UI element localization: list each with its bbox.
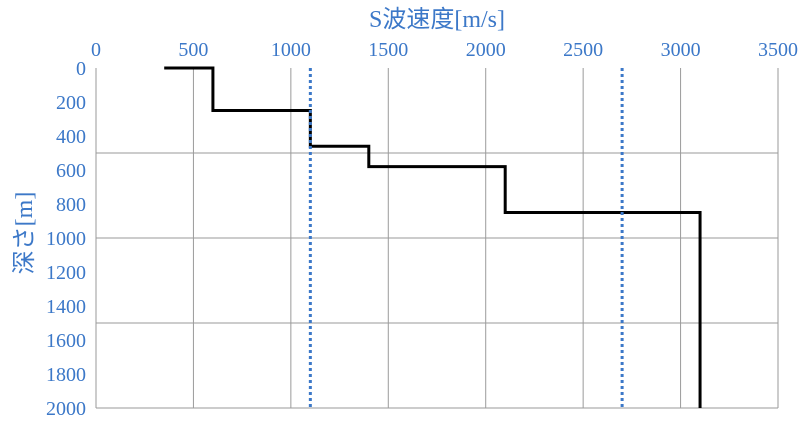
y-tick-label-9: 1800 [46, 364, 86, 386]
y-tick-labels: 0 200 400 600 800 1000 1200 1400 1600 1800 2000 [46, 58, 86, 420]
y-tick-label-4: 800 [56, 194, 86, 216]
x-tick-label-2: 1000 [271, 39, 311, 61]
y-tick-label-5: 1000 [46, 228, 86, 250]
y-tick-label-2: 400 [56, 126, 86, 148]
x-tick-label-5: 2500 [563, 39, 603, 61]
x-tick-label-3: 1500 [368, 39, 408, 61]
y-axis-title: 深さ[m] [11, 192, 38, 275]
x-tick-label-7: 3500 [758, 39, 798, 61]
y-tick-label-1: 200 [56, 92, 86, 114]
velocity-profile-line-0 [164, 66, 702, 408]
y-tick-label-6: 1200 [46, 262, 86, 284]
y-tick-label-7: 1400 [46, 296, 86, 318]
x-tick-label-1: 500 [178, 39, 208, 61]
y-tick-label-10: 2000 [46, 398, 86, 420]
x-tick-label-6: 3000 [661, 39, 701, 61]
series [164, 66, 702, 408]
x-tick-labels: 0 500 1000 1500 2000 2500 3000 3500 [91, 39, 798, 61]
y-tick-label-8: 1600 [46, 330, 86, 352]
x-tick-label-4: 2000 [466, 39, 506, 61]
grid [95, 68, 779, 409]
x-tick-label-0: 0 [91, 39, 101, 61]
y-tick-label-0: 0 [76, 58, 86, 80]
x-axis-title: S波速度[m/s] [369, 6, 505, 33]
y-tick-label-3: 600 [56, 160, 86, 182]
